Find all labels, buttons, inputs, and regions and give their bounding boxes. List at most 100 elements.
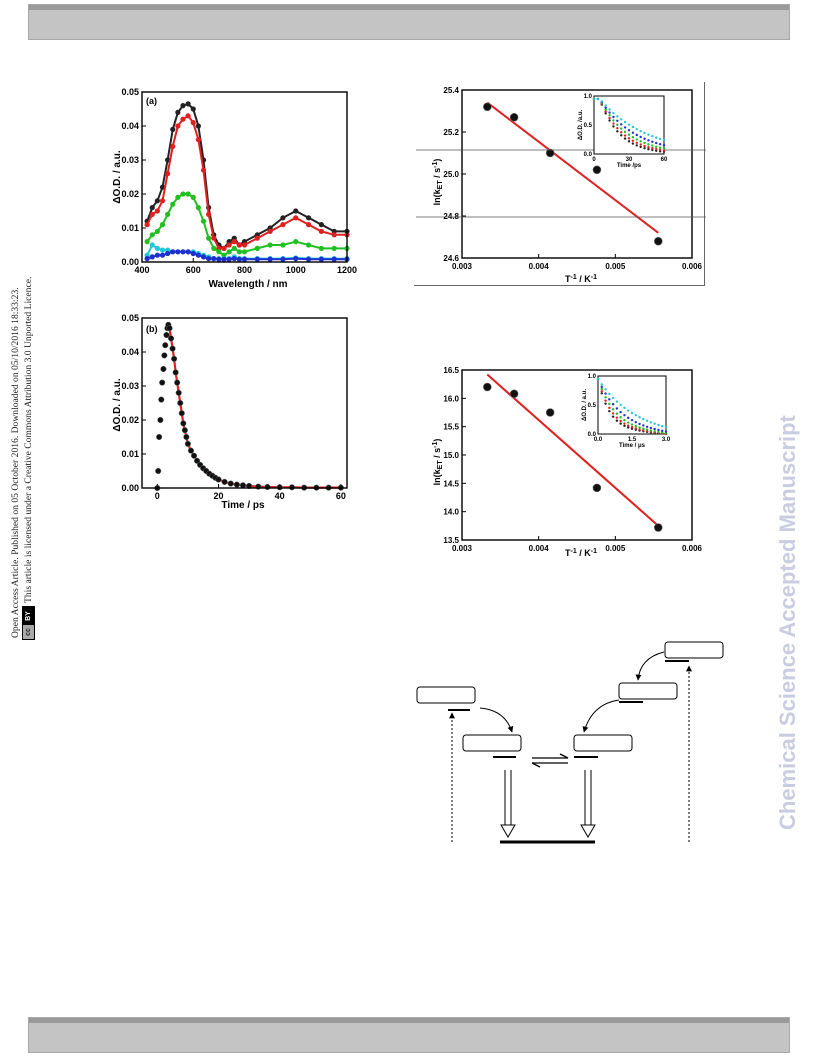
chart-c-inset-point xyxy=(616,127,619,130)
decay-arrow-right xyxy=(580,770,596,838)
chart-a-xtick-label: 1200 xyxy=(337,265,357,275)
chart-c-ylabel: ln(kET / s-1) xyxy=(432,159,444,206)
chart-d-ytick-label: 15.0 xyxy=(443,451,459,460)
chart-a-point xyxy=(200,254,207,260)
chart-c-inset-point xyxy=(631,125,635,129)
decay-arrow-left xyxy=(500,770,516,838)
chart-d-inset-point xyxy=(634,424,637,428)
chart-c-inset-point xyxy=(608,111,611,114)
chart-b-point xyxy=(180,420,187,427)
chart-b-point xyxy=(163,331,170,339)
chart-a-point xyxy=(241,256,248,262)
chart-a-point xyxy=(231,245,237,251)
chart-d-inset-point xyxy=(642,429,645,432)
chart-a-point xyxy=(149,205,155,211)
chart-d-xtick-label: 0.005 xyxy=(605,544,626,553)
chart-b-xtick-label: 0 xyxy=(155,491,160,501)
chart-a-ytick-label: 0.05 xyxy=(121,87,139,97)
chart-c-inset-point xyxy=(662,149,666,152)
chart-c-inset-point xyxy=(616,115,619,118)
chart-b-ytick-label: 0.02 xyxy=(121,415,139,425)
chart-c-inset-point xyxy=(604,108,607,111)
level-box-right-upper xyxy=(618,682,678,703)
chart-a-point xyxy=(305,242,312,248)
chart-a-point xyxy=(211,256,217,262)
chart-d-point xyxy=(509,389,519,399)
chart-d-inset-point xyxy=(600,385,603,389)
chart-d-inset-point xyxy=(604,399,607,402)
chart-d: ln(kET / s-1) T-1 / K-1 0.003 0.004 0.005 0… xyxy=(432,366,703,558)
chart-a-point xyxy=(318,256,324,262)
chart-b-point xyxy=(178,410,185,417)
chart-a-point xyxy=(185,191,191,197)
chart-a-point xyxy=(149,211,155,217)
chart-c-inset-point xyxy=(631,139,635,142)
chart-a-point xyxy=(165,250,171,257)
chart-a-point xyxy=(331,256,337,262)
chart-d-inset-point xyxy=(627,421,630,424)
chart-a-point xyxy=(190,250,196,257)
chart-a-point xyxy=(226,242,232,248)
chart-c-inset-point xyxy=(627,133,631,136)
chart-a-point xyxy=(190,120,196,126)
chart-d-inset-point xyxy=(604,396,607,399)
chart-c-ytick-label: 24.6 xyxy=(443,254,459,263)
chart-c-inset-xtick-label: 60 xyxy=(661,157,668,163)
chart-d-inset-point xyxy=(623,418,626,422)
by-badge-label: BY xyxy=(23,607,34,625)
chart-c-point xyxy=(483,102,492,112)
chart-a-point xyxy=(280,222,286,228)
chart-c-inset-point xyxy=(604,110,607,113)
chart-a-point xyxy=(190,106,196,112)
chart-a-point xyxy=(221,256,227,262)
chart-c-point xyxy=(545,148,555,158)
relax-arrow-left xyxy=(479,707,514,733)
chart-d-inset: 0.0 1.5 3.0 0.0 0.5 1.0 Time / μs ΔO.D. / a.u. xyxy=(582,374,671,449)
chart-d-inset-point xyxy=(623,424,626,428)
chart-d-inset-point xyxy=(645,428,649,431)
chart-c-inset-point xyxy=(623,137,627,140)
chart-a-point xyxy=(231,239,237,245)
chart-a-point xyxy=(254,245,260,251)
chart-a-point xyxy=(318,222,324,228)
chart-c-inset-ytick-label: 0.5 xyxy=(584,123,593,129)
chart-a-panel-label: (a) xyxy=(146,96,157,106)
chart-c-inset-point xyxy=(620,130,623,134)
chart-d-inset-ytick-label: 0.0 xyxy=(588,432,597,438)
chart-d-inset-point xyxy=(638,426,641,429)
chart-d-xtick-label: 0.006 xyxy=(682,544,703,553)
chart-d-ytick-label: 16.5 xyxy=(443,366,459,375)
chart-c-xtick-label: 0.003 xyxy=(452,262,473,271)
chart-d-inset-point xyxy=(653,427,656,431)
chart-b-panel-label: (b) xyxy=(146,324,158,334)
chart-b-point xyxy=(171,355,178,362)
chart-d-inset-point xyxy=(634,420,637,424)
chart-b-point xyxy=(166,325,173,332)
chart-d-inset-xtick-label: 1.5 xyxy=(628,437,637,443)
cc-by-badge[interactable]: cc BY xyxy=(22,606,35,640)
chart-d-inset-point xyxy=(638,416,641,419)
chart-a-point xyxy=(195,205,201,211)
chart-b-point xyxy=(187,447,195,454)
chart-d-inset-point xyxy=(615,412,619,415)
chart-b-xtick-label: 20 xyxy=(213,491,223,501)
chart-c-inset-point xyxy=(600,100,603,103)
chart-c-inset-point xyxy=(604,106,607,109)
chart-a-ytick-label: 0.03 xyxy=(121,155,139,165)
chart-c-point xyxy=(653,236,663,246)
chart-c-inset-point xyxy=(608,116,611,120)
chart-c-inset-point xyxy=(647,148,650,151)
chart-c-inset-point xyxy=(596,97,600,101)
open-access-notice: Open Access Article. Published on 05 Oct… xyxy=(10,277,35,640)
chart-d-inset-point xyxy=(615,407,619,410)
chart-d-inset-point xyxy=(604,388,607,391)
chart-d-inset-point xyxy=(630,423,634,426)
chart-a-point xyxy=(170,201,176,207)
footer-bar xyxy=(28,1017,790,1053)
chart-d-inset-point xyxy=(653,422,656,425)
chart-a-point xyxy=(236,242,242,248)
chart-d-inset-point xyxy=(600,387,603,391)
chart-a-frame xyxy=(141,91,348,263)
chart-c-inset-point xyxy=(643,144,646,148)
chart-a: ΔO.D. / a.u. Wavelength / nm (a) 400 600 8… xyxy=(112,87,357,290)
